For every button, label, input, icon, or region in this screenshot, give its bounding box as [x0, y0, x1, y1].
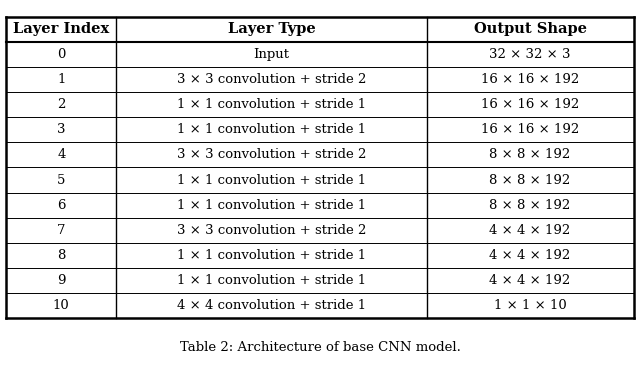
Text: 8 × 8 × 192: 8 × 8 × 192 — [490, 148, 571, 161]
Text: 1 × 1 convolution + stride 1: 1 × 1 convolution + stride 1 — [177, 98, 366, 111]
Text: 2: 2 — [57, 98, 65, 111]
Text: 9: 9 — [57, 274, 65, 287]
Text: 4 × 4 convolution + stride 1: 4 × 4 convolution + stride 1 — [177, 299, 366, 312]
Text: 8 × 8 × 192: 8 × 8 × 192 — [490, 199, 571, 212]
Text: 1 × 1 convolution + stride 1: 1 × 1 convolution + stride 1 — [177, 249, 366, 262]
Text: 4 × 4 × 192: 4 × 4 × 192 — [490, 249, 571, 262]
Text: 1 × 1 convolution + stride 1: 1 × 1 convolution + stride 1 — [177, 199, 366, 212]
Text: 8: 8 — [57, 249, 65, 262]
Text: 32 × 32 × 3: 32 × 32 × 3 — [490, 48, 571, 61]
Text: Input: Input — [253, 48, 289, 61]
Text: 4 × 4 × 192: 4 × 4 × 192 — [490, 274, 571, 287]
Text: 3 × 3 convolution + stride 2: 3 × 3 convolution + stride 2 — [177, 224, 366, 237]
Text: 1 × 1 convolution + stride 1: 1 × 1 convolution + stride 1 — [177, 123, 366, 136]
Text: 6: 6 — [57, 199, 65, 212]
Text: 4 × 4 × 192: 4 × 4 × 192 — [490, 224, 571, 237]
Text: 4: 4 — [57, 148, 65, 161]
Text: 16 × 16 × 192: 16 × 16 × 192 — [481, 123, 579, 136]
Text: 5: 5 — [57, 174, 65, 187]
Text: 3: 3 — [57, 123, 65, 136]
Text: 1 × 1 convolution + stride 1: 1 × 1 convolution + stride 1 — [177, 274, 366, 287]
Text: 3 × 3 convolution + stride 2: 3 × 3 convolution + stride 2 — [177, 73, 366, 86]
Text: Layer Index: Layer Index — [13, 22, 109, 36]
Text: Table 2: Architecture of base CNN model.: Table 2: Architecture of base CNN model. — [180, 341, 460, 354]
Text: Output Shape: Output Shape — [474, 22, 587, 36]
Text: 1 × 1 convolution + stride 1: 1 × 1 convolution + stride 1 — [177, 174, 366, 187]
Text: 0: 0 — [57, 48, 65, 61]
Text: 16 × 16 × 192: 16 × 16 × 192 — [481, 73, 579, 86]
Text: 3 × 3 convolution + stride 2: 3 × 3 convolution + stride 2 — [177, 148, 366, 161]
Text: 16 × 16 × 192: 16 × 16 × 192 — [481, 98, 579, 111]
Text: 1: 1 — [57, 73, 65, 86]
Text: 10: 10 — [53, 299, 70, 312]
Text: 8 × 8 × 192: 8 × 8 × 192 — [490, 174, 571, 187]
Text: 1 × 1 × 10: 1 × 1 × 10 — [493, 299, 566, 312]
Text: Layer Type: Layer Type — [227, 22, 316, 36]
Text: 7: 7 — [57, 224, 65, 237]
